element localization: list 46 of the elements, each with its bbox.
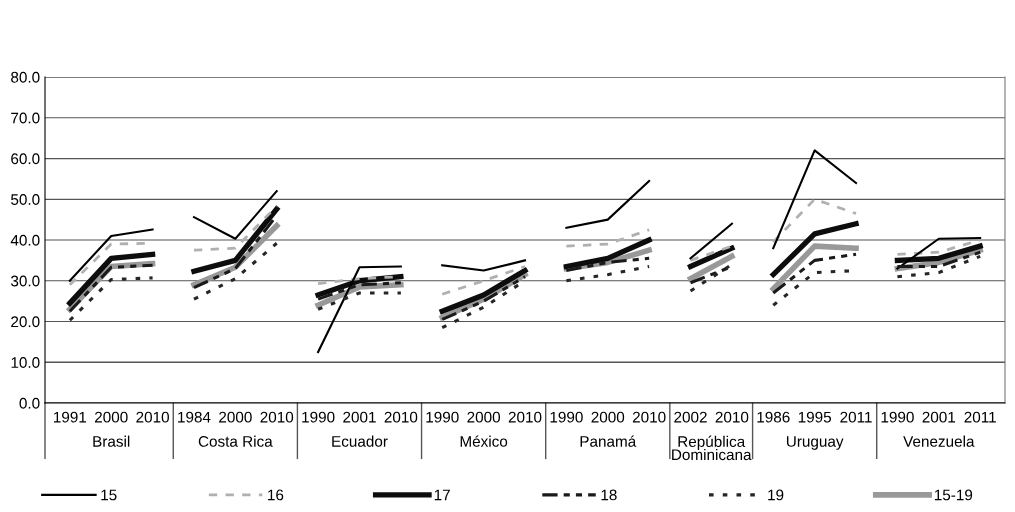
legend-label: 17 (434, 489, 450, 501)
x-tick-label: 2002 (674, 411, 707, 423)
x-tick-label: 2000 (94, 411, 128, 423)
x-tick-label: 1995 (798, 411, 832, 423)
x-tick-label: 2011 (840, 411, 872, 423)
y-tick-label: 10.0 (11, 357, 40, 368)
x-tick-label: 2001 (343, 411, 376, 423)
x-tick-label: 1990 (881, 411, 914, 423)
x-tick-label: 2010 (384, 411, 418, 423)
text: Ecuador (332, 435, 388, 447)
text: Panamá (580, 435, 637, 447)
x-tick-label: 2011 (964, 411, 996, 423)
y-tick-label: 20.0 (11, 316, 40, 328)
y-tick-label: 60.0 (11, 153, 40, 165)
x-tick-label: 1986 (757, 411, 790, 423)
y-tick-label: 30.0 (10, 275, 40, 287)
x-tick-label: 2000 (219, 411, 252, 423)
x-tick-label: 2010 (260, 411, 294, 423)
x-tick-label: 2000 (591, 411, 625, 423)
y-tick-label: 70.0 (11, 112, 40, 124)
legend-label: 16 (268, 489, 284, 501)
y-tick-label: 80.0 (11, 71, 40, 83)
x-tick-label: 2010 (136, 411, 169, 423)
legend-label: 18 (601, 489, 617, 501)
x-tick-label: 2001 (922, 411, 956, 423)
text: Costa Rica (198, 435, 273, 447)
x-tick-label: 2010 (508, 411, 542, 423)
text: Uruguay (786, 436, 844, 450)
y-tick-label: 50.0 (11, 194, 40, 205)
x-tick-label: 2010 (632, 411, 666, 423)
text: Venezuela (903, 435, 975, 447)
legend-label: 19 (768, 489, 784, 501)
text: México (460, 435, 508, 447)
x-tick-label: 2010 (715, 411, 749, 423)
x-tick-label: 1990 (550, 411, 583, 423)
text: Brasil (93, 435, 130, 447)
x-tick-label: 1991 (54, 411, 87, 423)
x-tick-label: 2000 (467, 411, 501, 423)
y-tick-label: 0.0 (19, 397, 40, 409)
x-tick-label: 1990 (302, 411, 335, 423)
text: República Dominicana (672, 435, 752, 461)
y-tick-label: 40.0 (10, 234, 40, 246)
legend-label: 15 (101, 489, 117, 501)
legend-label: 15-19 (934, 489, 973, 501)
x-tick-label: 1990 (426, 411, 459, 423)
x-tick-label: 1984 (178, 411, 211, 423)
